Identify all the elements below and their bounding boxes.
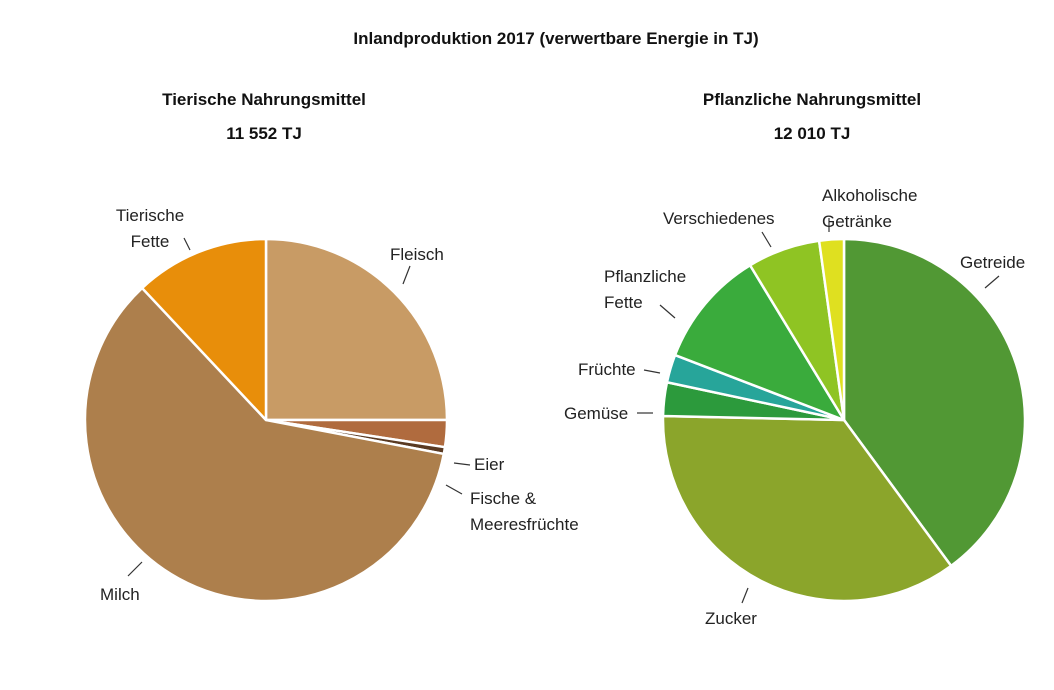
- chart-title: Inlandproduktion 2017 (verwertbare Energ…: [353, 29, 758, 48]
- leader-line-fleisch: [402, 265, 411, 285]
- leader-line-zucker: [741, 587, 749, 604]
- pie-slice-alkoholische-getränke: [817, 237, 846, 422]
- slice-label-line: Eier: [474, 455, 505, 474]
- slice-label-milch: Milch: [100, 585, 140, 604]
- slice-label-line: Tierische: [116, 206, 184, 225]
- leader-line-fische-meeresfrüchte: [445, 484, 463, 495]
- leader-line-tierische-fette: [183, 237, 191, 251]
- pie-slice-fleisch: [264, 237, 449, 422]
- slice-label-line: Getränke: [822, 212, 892, 231]
- leader-line-verschiedenes: [761, 231, 772, 248]
- slice-label-line: Milch: [100, 585, 140, 604]
- pie-slice-tierische-fette: [140, 237, 268, 422]
- pie-slice-zucker: [661, 414, 953, 603]
- pie-slice-milch: [83, 286, 446, 603]
- pie-total-animal: 11 552 TJ: [226, 124, 302, 143]
- pie-title-animal: Tierische Nahrungsmittel: [162, 90, 366, 109]
- leader-line-milch: [127, 561, 143, 577]
- slice-label-früchte: Früchte: [578, 360, 636, 379]
- slice-label-verschiedenes: Verschiedenes: [663, 209, 775, 228]
- leader-line-pflanzliche-fette: [659, 304, 676, 319]
- slice-label-fleisch: Fleisch: [390, 245, 444, 264]
- slice-label-alkoholische-getränke: Alkoholische Getränke: [822, 186, 917, 231]
- pie-slices-animal: [83, 237, 449, 603]
- slice-label-line: Fische &: [470, 489, 537, 508]
- pie-slice-pflanzliche-fette: [673, 264, 846, 422]
- slice-label-gemüse: Gemüse: [564, 404, 628, 423]
- slice-label-eier: Eier: [474, 455, 505, 474]
- slice-label-line: Alkoholische: [822, 186, 917, 205]
- slice-label-getreide: Getreide: [960, 253, 1025, 272]
- pie-total-plant: 12 010 TJ: [774, 124, 851, 143]
- leader-line-getreide: [984, 275, 1000, 289]
- slice-label-line: Zucker: [705, 609, 757, 628]
- pie-slice-getreide: [842, 237, 1027, 568]
- slice-label-line: Meeresfrüchte: [470, 515, 579, 534]
- pie-plant-foods: Pflanzliche Nahrungsmittel 12 010 TJ Get…: [564, 90, 1027, 628]
- slice-label-line: Fette: [604, 293, 643, 312]
- leader-line-eier: [453, 462, 471, 466]
- slice-label-line: Fette: [131, 232, 170, 251]
- slice-label-pflanzliche-fette: Pflanzliche Fette: [604, 267, 686, 312]
- slice-label-fische-meeresfrüchte: Fische & Meeresfrüchte: [470, 489, 579, 534]
- slice-label-line: Verschiedenes: [663, 209, 775, 228]
- leader-line-früchte: [643, 369, 661, 374]
- slice-label-tierische-fette: Tierische Fette: [116, 206, 184, 251]
- pie-labels-animal: Fleisch Eier Fische & Meeresfrüchte Milch Tie…: [100, 206, 579, 604]
- slice-label-line: Pflanzliche: [604, 267, 686, 286]
- pie-labels-plant: Getreide Zucker Gemüse Früchte Pflanzliche Fe…: [564, 186, 1025, 628]
- slice-label-line: Früchte: [578, 360, 636, 379]
- slice-label-line: Fleisch: [390, 245, 444, 264]
- slice-label-line: Gemüse: [564, 404, 628, 423]
- pie-animal-foods: Tierische Nahrungsmittel 11 552 TJ Fleis…: [83, 90, 579, 604]
- pie-slices-plant: [661, 237, 1027, 603]
- slice-label-line: Getreide: [960, 253, 1025, 272]
- slice-label-zucker: Zucker: [705, 609, 757, 628]
- pie-title-plant: Pflanzliche Nahrungsmittel: [703, 90, 921, 109]
